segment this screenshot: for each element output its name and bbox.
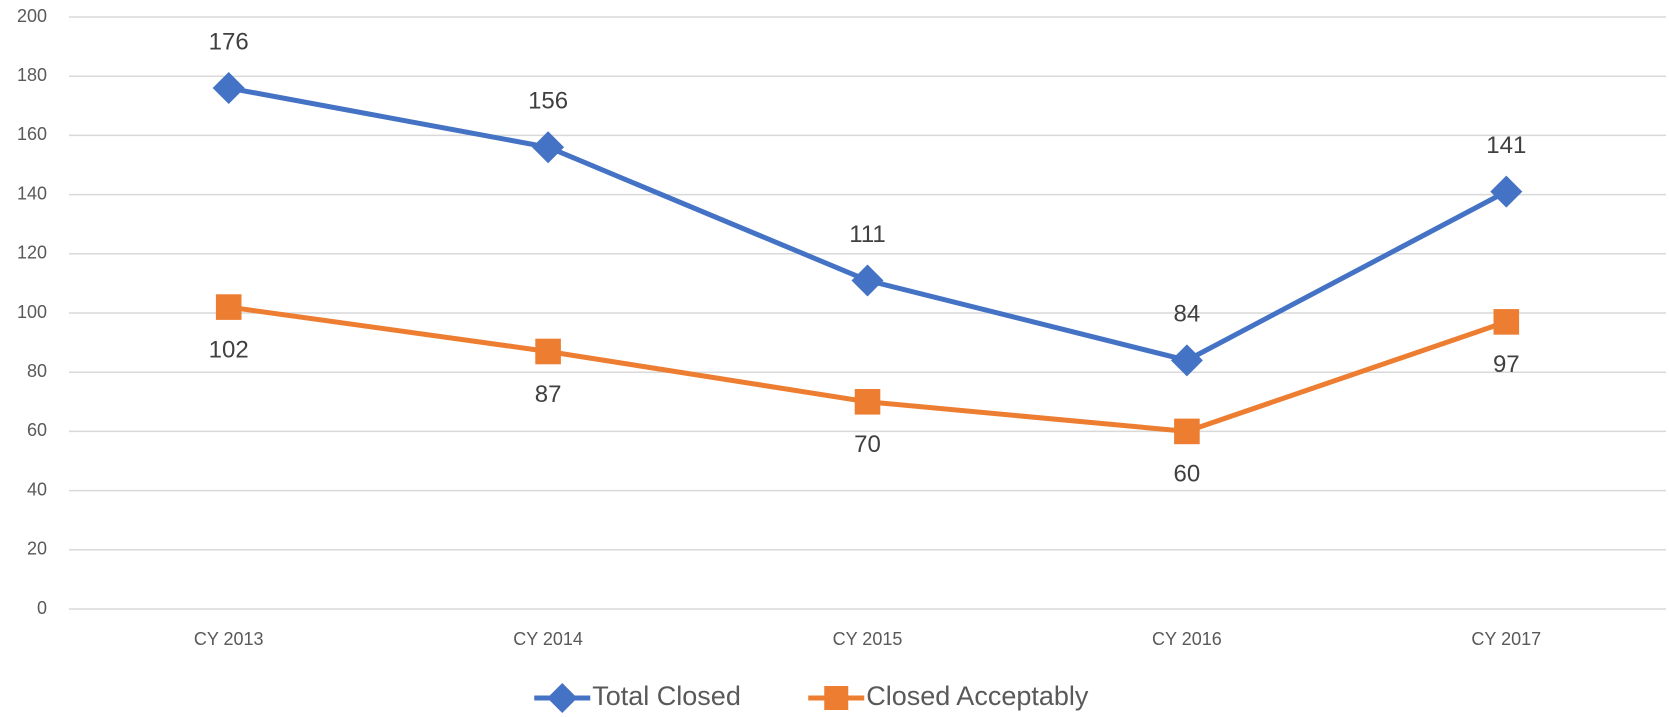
data-label: 70	[854, 431, 881, 458]
point-marker	[1170, 344, 1203, 377]
point-marker	[212, 72, 245, 105]
data-label: 102	[209, 336, 249, 363]
y-tick-label: 160	[17, 124, 47, 144]
point-marker	[535, 338, 561, 365]
y-tick-label: 200	[17, 6, 47, 26]
point-marker	[1493, 309, 1520, 335]
point-marker	[851, 264, 884, 297]
data-label: 141	[1486, 132, 1526, 159]
x-tick-label: CY 2016	[1152, 629, 1222, 649]
data-label: 176	[209, 28, 249, 55]
y-tick-label: 0	[37, 598, 47, 618]
point-marker	[215, 294, 242, 320]
y-tick-label: 20	[27, 539, 47, 559]
data-label: 156	[528, 88, 568, 115]
point-marker	[1174, 418, 1200, 445]
x-tick-label: CY 2015	[833, 629, 903, 649]
data-label: 87	[535, 381, 562, 408]
data-label: 97	[1493, 351, 1520, 378]
y-tick-label: 40	[27, 479, 47, 499]
point-marker	[1490, 175, 1523, 208]
x-tick-label: CY 2017	[1471, 629, 1541, 649]
y-tick-label: 80	[27, 361, 47, 381]
legend-marker	[547, 683, 578, 713]
y-tick-label: 100	[17, 302, 47, 322]
legend-marker	[824, 686, 849, 710]
y-tick-label: 120	[17, 243, 47, 263]
legend-label: Closed Acceptably	[866, 681, 1089, 711]
legend-label: Total Closed	[592, 681, 741, 711]
y-tick-label: 140	[17, 183, 47, 203]
y-tick-label: 180	[17, 65, 47, 85]
point-marker	[532, 131, 565, 164]
data-label: 84	[1174, 301, 1201, 328]
data-label: 60	[1174, 461, 1201, 488]
point-marker	[854, 389, 881, 415]
y-tick-label: 60	[27, 420, 47, 440]
x-tick-label: CY 2014	[513, 629, 583, 649]
data-label: 111	[849, 221, 885, 248]
x-tick-label: CY 2013	[194, 629, 264, 649]
